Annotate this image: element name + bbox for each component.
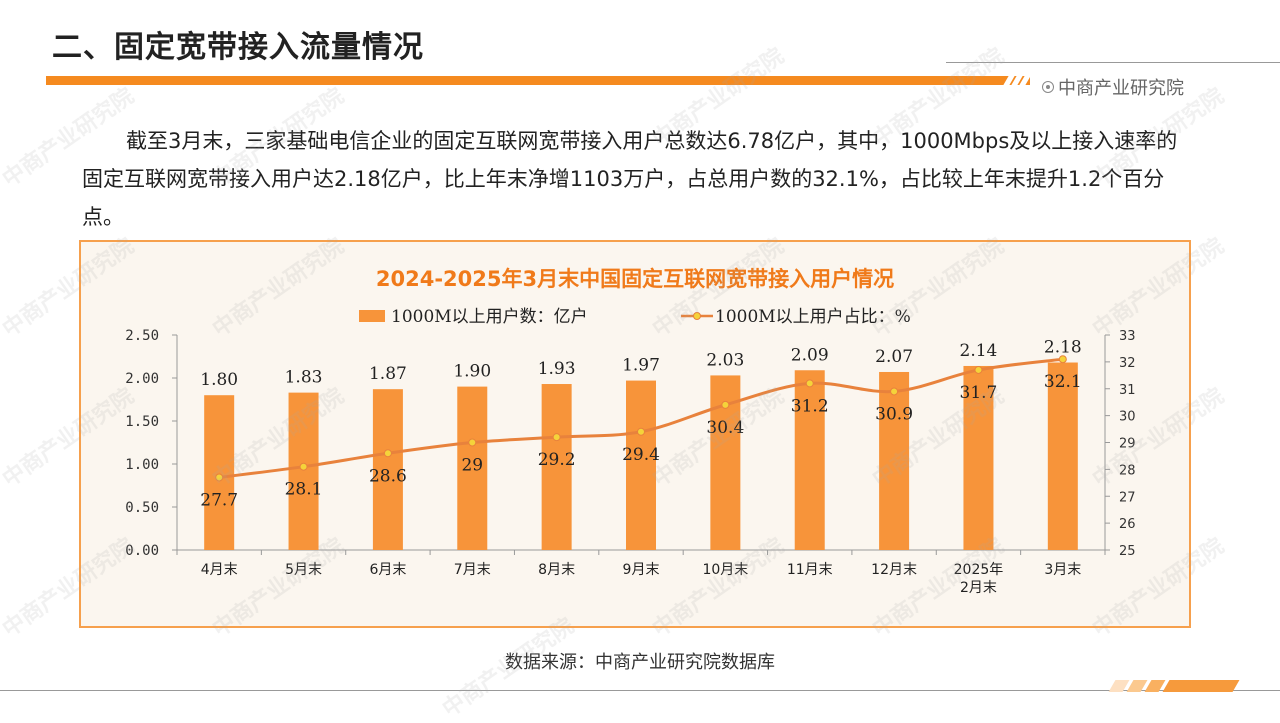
bar-value-label: 2.07 — [875, 347, 913, 367]
y-right-tick-label: 27 — [1119, 490, 1136, 505]
intro-paragraph: 截至3月末，三家基础电信企业的固定互联网宽带接入用户总数达6.78亿户，其中，1… — [82, 129, 1178, 229]
line-value-label: 31.2 — [791, 396, 829, 416]
x-category-label: 9月末 — [623, 562, 660, 578]
bar-value-label: 1.90 — [453, 362, 491, 382]
chart-container: 2024-2025年3月末中国固定互联网宽带接入用户情况 1000M以上用户数：亿… — [79, 240, 1191, 628]
legend-line-label: 1000M以上用户占比：% — [715, 307, 911, 327]
bar — [794, 370, 825, 550]
chart-title: 2024-2025年3月末中国固定互联网宽带接入用户情况 — [376, 267, 894, 291]
line-point — [383, 449, 392, 458]
line-value-label: 29 — [461, 456, 483, 476]
line-value-label: 29.4 — [622, 445, 660, 465]
chart: 2024-2025年3月末中国固定互联网宽带接入用户情况 1000M以上用户数：亿… — [125, 267, 1136, 596]
y-left-tick-label: 0.00 — [125, 543, 159, 559]
x-category-label: 3月末 — [1044, 562, 1081, 578]
x-category-label: 6月末 — [369, 562, 406, 578]
footer-stripes — [1108, 680, 1242, 692]
bar-value-label: 1.97 — [622, 356, 660, 376]
bar-value-label: 2.03 — [706, 350, 744, 370]
bar — [1047, 362, 1078, 550]
x-category-label: 4月末 — [201, 562, 238, 578]
line-value-label: 28.6 — [369, 466, 407, 486]
x-category-label: 7月末 — [454, 562, 491, 578]
line-point — [637, 427, 645, 436]
y-left-tick-label: 2.00 — [125, 371, 159, 387]
legend-line-marker — [693, 312, 701, 320]
line-point — [974, 365, 983, 374]
bar-value-label: 1.93 — [538, 359, 576, 379]
x-category-label: 12月末 — [871, 562, 917, 578]
x-category-label: 11月末 — [787, 562, 833, 578]
line-point — [468, 438, 477, 447]
bar-value-label: 2.14 — [960, 341, 998, 361]
x-category-label: 2月末 — [960, 580, 997, 596]
y-right-tick-label: 30 — [1119, 410, 1136, 425]
data-source: 数据来源：中商产业研究院数据库 — [505, 652, 775, 673]
line-point — [721, 400, 730, 409]
line-value-label: 30.4 — [706, 418, 744, 438]
y-right-tick-label: 31 — [1119, 383, 1136, 398]
bar — [879, 371, 910, 550]
line-point — [552, 433, 561, 442]
header-divider — [946, 62, 1280, 63]
brand-logo-icon — [1042, 81, 1054, 93]
x-category-label: 10月末 — [702, 562, 748, 578]
x-category-label: 8月末 — [538, 562, 575, 578]
page-title: 二、固定宽带接入流量情况 — [52, 30, 424, 65]
bar-value-label: 2.09 — [791, 345, 829, 365]
bar — [963, 365, 994, 550]
line-value-label: 30.9 — [875, 404, 913, 424]
y-left-tick-label: 2.50 — [125, 328, 159, 344]
y-right-tick-label: 25 — [1119, 544, 1136, 559]
bar-value-label: 1.87 — [369, 364, 407, 384]
line-point — [215, 473, 224, 482]
y-right-tick-label: 28 — [1119, 463, 1136, 478]
title-stripes — [1000, 76, 1031, 85]
line-value-label: 31.7 — [960, 383, 998, 403]
y-left-tick-label: 1.50 — [125, 414, 159, 430]
brand: 中商产业研究院 — [1042, 74, 1184, 100]
y-right-tick-label: 33 — [1119, 329, 1136, 344]
legend-bar-swatch — [359, 310, 385, 322]
brand-name: 中商产业研究院 — [1058, 78, 1184, 99]
line-value-label: 27.7 — [200, 490, 238, 510]
y-left-tick-label: 1.00 — [125, 457, 159, 473]
bar — [288, 392, 319, 550]
legend-bar-label: 1000M以上用户数：亿户 — [391, 307, 588, 327]
bar — [541, 384, 572, 550]
line-point — [890, 387, 899, 396]
y-right-tick-label: 32 — [1119, 356, 1136, 371]
bar-value-label: 2.18 — [1044, 338, 1082, 358]
line-value-label: 32.1 — [1044, 372, 1082, 392]
footer-divider — [0, 690, 1280, 691]
line-point — [1058, 355, 1067, 364]
bar — [204, 395, 235, 550]
bar — [626, 380, 656, 550]
line-point — [299, 462, 308, 471]
x-category-label: 5月末 — [285, 562, 322, 578]
x-category-label: 2025年 — [954, 562, 1004, 578]
bar — [372, 389, 403, 550]
line-value-label: 29.2 — [538, 450, 576, 470]
bar — [457, 386, 488, 550]
y-right-tick-label: 26 — [1119, 517, 1136, 532]
y-left-tick-label: 0.50 — [125, 500, 159, 516]
line-point — [805, 379, 814, 388]
title-underline — [46, 76, 1030, 85]
bar-value-label: 1.83 — [285, 368, 323, 388]
bar-value-label: 1.80 — [200, 370, 238, 390]
line-value-label: 28.1 — [285, 480, 323, 500]
y-right-tick-label: 29 — [1119, 437, 1136, 452]
